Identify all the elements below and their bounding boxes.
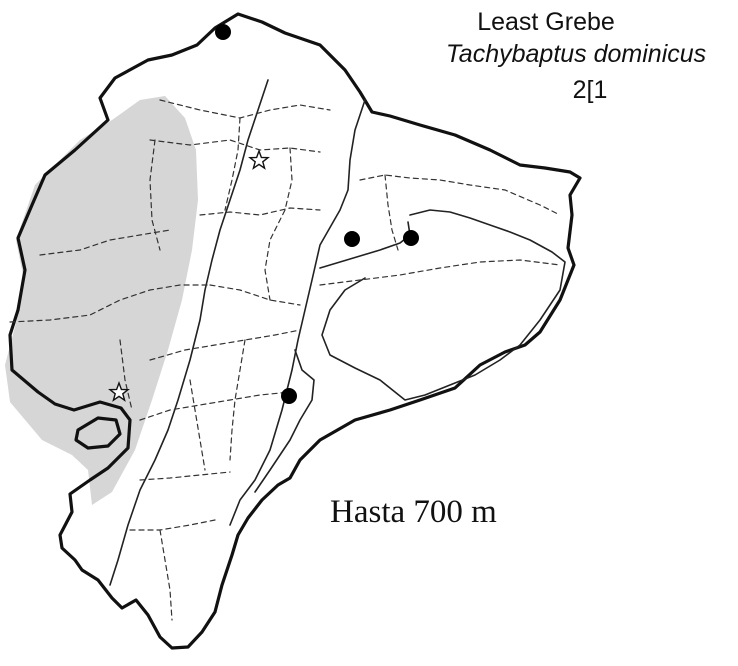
elevation-note: Hasta 700 m [330, 494, 497, 530]
country-outline [8, 12, 582, 650]
star-icon [108, 380, 130, 402]
record-dot [281, 388, 297, 404]
province-borders [9, 99, 561, 621]
star-points [108, 148, 270, 402]
island-puna [74, 416, 122, 450]
record-dot [403, 230, 419, 246]
range-area [5, 96, 198, 505]
record-dot [344, 231, 360, 247]
rivers [109, 79, 566, 586]
common-name: Least Grebe [477, 8, 615, 36]
record-points [215, 24, 419, 404]
star-icon [248, 148, 270, 170]
scientific-name: Tachybaptus dominicus [445, 40, 707, 68]
species-code: 2[1 [572, 76, 608, 104]
record-dot [215, 24, 231, 40]
